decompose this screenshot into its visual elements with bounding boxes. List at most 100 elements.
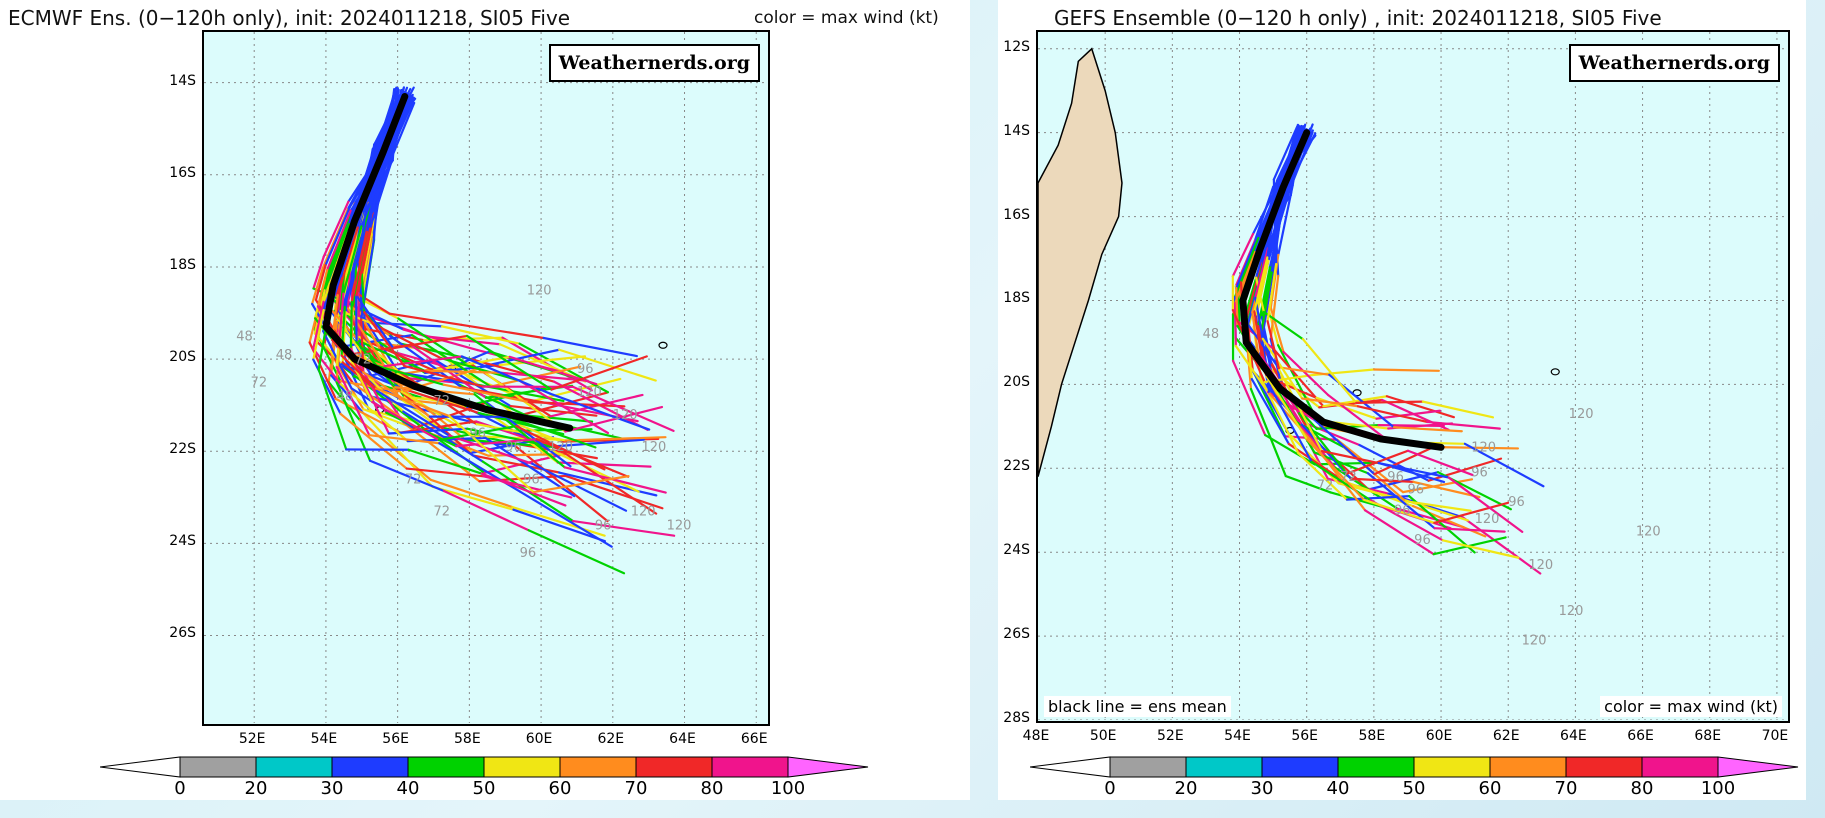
colorbar-tick-label: 100 (770, 778, 806, 799)
longitude-tick-label: 52E (238, 731, 266, 747)
forecast-hour-label: 96 (1407, 482, 1424, 497)
forecast-hour-label: 48 (337, 390, 354, 405)
ensemble-track-segment (362, 371, 431, 418)
ensemble-track-segment (374, 387, 451, 418)
forecast-hour-label: 120 (613, 408, 638, 423)
ensemble-track-segment (549, 392, 651, 431)
latitude-tick-label: 24S (169, 533, 196, 550)
gefs-color-note: color = max wind (kt) (1600, 696, 1782, 717)
colorbar-left-arrow (100, 756, 181, 778)
longitude-tick-label: 56E (382, 731, 409, 747)
ensemble-track-segment (1433, 527, 1506, 533)
ensemble-track-segment (484, 436, 576, 498)
ensemble-track-segment (1282, 350, 1330, 397)
ensemble-track-segment (442, 383, 530, 404)
ensemble-track-segment (310, 267, 324, 306)
ensemble-track-segment (1313, 418, 1376, 476)
colorbar-tick-label: 70 (624, 778, 648, 799)
ensemble-track-segment (571, 519, 676, 537)
ensemble-track-segment (1272, 126, 1298, 181)
ensemble-track-segment (1301, 337, 1358, 404)
ensemble-track-segment (1392, 426, 1463, 433)
ensemble-track-segment (512, 508, 607, 543)
forecast-hour-label: 120 (1475, 512, 1500, 527)
ensemble-track-segment (511, 505, 606, 537)
ensemble-track-segment (1427, 457, 1503, 482)
ensemble-track-segment (1412, 480, 1481, 499)
longitude-tick-label: 62E (1492, 728, 1520, 744)
grid-lines (1038, 32, 1787, 720)
ensemble-track-segment (1266, 185, 1292, 250)
forecast-hour-label: 72 (1317, 478, 1334, 493)
ensemble-track-segment (1349, 477, 1415, 483)
longitude-tick-label: 54E (310, 731, 338, 747)
island-outline (1550, 368, 1560, 376)
ensemble-track-segment (354, 293, 395, 350)
ensemble-track-segment (527, 529, 626, 575)
ensemble-track-segment (346, 307, 386, 368)
ensemble-track-segment (1244, 261, 1263, 321)
ensemble-track-segment (1254, 247, 1270, 299)
ensemble-track-segment (387, 97, 416, 157)
ecmwf-logo: Weathernerds.org (548, 44, 760, 82)
ensemble-track-segment (546, 447, 640, 493)
madagascar-landmass (1038, 47, 1123, 477)
latitude-tick-label: 12S (1003, 38, 1030, 55)
ensemble-track-segment (1372, 368, 1440, 372)
colorbar-swatch (331, 756, 409, 778)
ensemble-track-segment (1265, 375, 1309, 441)
ensemble-track-segment (556, 461, 652, 468)
gefs-colorbar-swatches (1030, 756, 1799, 778)
forecast-hour-label: 96 (1414, 533, 1431, 548)
ensemble-track-segment (547, 438, 645, 448)
longitude-tick-label: 56E (1291, 728, 1319, 744)
ensemble-track-segment (470, 358, 556, 383)
ensemble-track-segment (1373, 444, 1439, 476)
ensemble-track-segment (343, 234, 364, 308)
ensemble-track-segment (558, 348, 657, 382)
ensemble-track-segment (1320, 450, 1380, 465)
latitude-tick-label: 28S (1003, 710, 1030, 726)
forecast-hour-label: 72 (434, 505, 451, 520)
forecast-hour-label: 96 (1508, 495, 1525, 510)
gefs-mean-note: black line = ens mean (1044, 696, 1231, 717)
island-outline (658, 341, 668, 349)
colorbar-tick-label: 80 (700, 778, 724, 799)
ensemble-track-segment (432, 355, 511, 372)
ensemble-track-segment (442, 489, 530, 532)
colorbar-left-arrow (1030, 756, 1111, 778)
colorbar-swatch (1489, 756, 1567, 778)
latitude-tick-label: 16S (1003, 206, 1030, 223)
ensemble-mean-track (1239, 129, 1445, 451)
ensemble-track-segment (1310, 460, 1372, 502)
colorbar-tick-label: 70 (1554, 778, 1578, 799)
ensemble-track-segment (506, 415, 597, 449)
forecast-hour-label: 96 (520, 546, 537, 561)
longitude-tick-label: 64E (669, 731, 696, 747)
ensemble-track-segment (368, 362, 445, 386)
ensemble-track-segment (564, 474, 664, 510)
forecast-hour-label: 96 (577, 362, 594, 377)
colorbar-tick-label: 80 (1630, 778, 1654, 799)
ensemble-track-segment (439, 357, 521, 382)
ensemble-track-segment (322, 200, 350, 258)
ensemble-track-segment (1356, 405, 1429, 424)
forecast-hour-label: 120 (527, 284, 552, 299)
ensemble-track-segment (349, 300, 353, 350)
ensemble-track-segment (1461, 516, 1542, 575)
ensemble-track-segment (1266, 320, 1281, 372)
ensemble-track-segment (1426, 420, 1501, 430)
ensemble-track-segment (1401, 478, 1474, 494)
colorbar-tick-label: 40 (1326, 778, 1350, 799)
gefs-title: GEFS Ensemble (0−120 h only) , init: 202… (1054, 6, 1662, 30)
ensemble-track-segment (383, 355, 464, 368)
forecast-hour-label: 96 (1471, 466, 1488, 481)
forecast-hour-label: 48 (1203, 327, 1220, 342)
colorbar-swatch (1261, 756, 1339, 778)
forecast-hour-label: 120 (641, 440, 666, 455)
ecmwf-colorbar: 0 20 30 40 50 60 70 80 100 (100, 752, 870, 800)
ensemble-track-segment (1262, 310, 1304, 341)
latitude-tick-label: 18S (1003, 290, 1030, 307)
ensemble-track-segment (316, 268, 329, 308)
